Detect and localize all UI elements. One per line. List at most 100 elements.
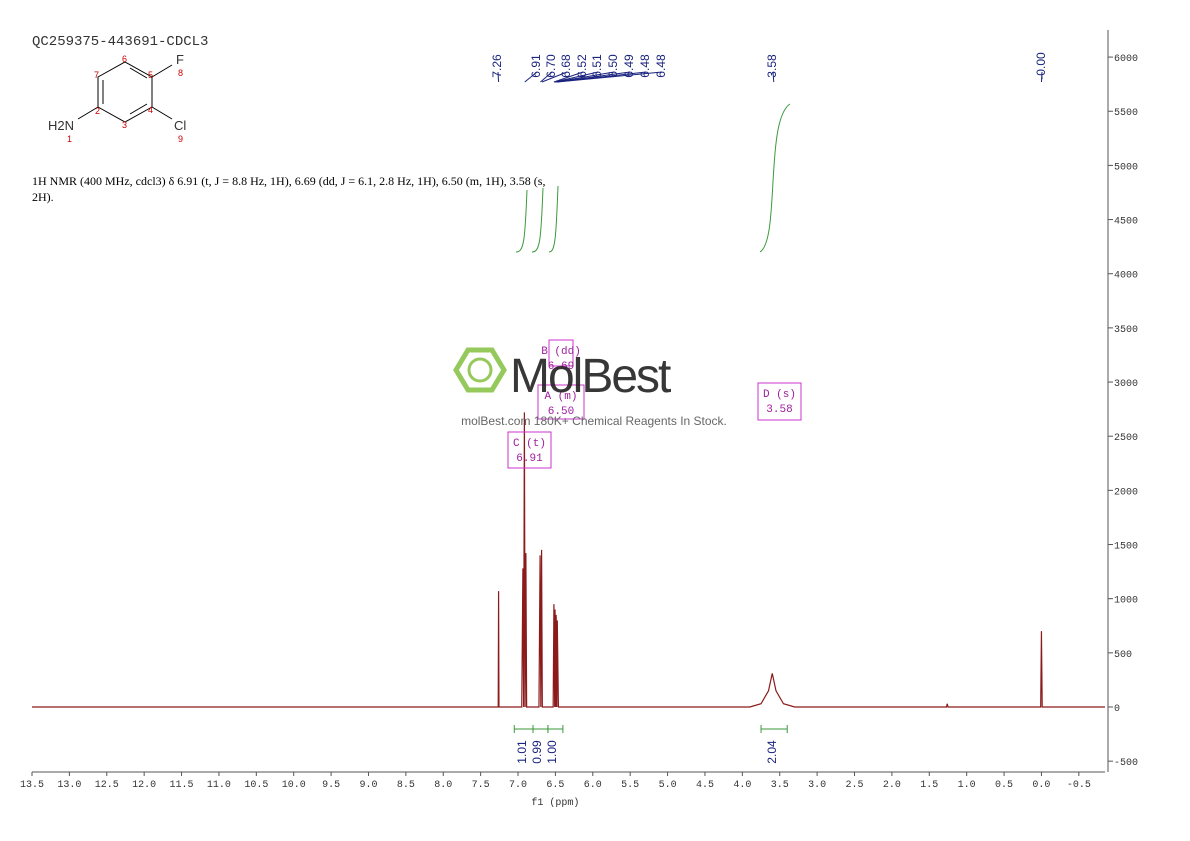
- annotation-label: D (s): [763, 389, 796, 401]
- atom-number: 6: [122, 54, 127, 64]
- y-tick-label: 1500: [1114, 542, 1138, 553]
- x-tick-label: 2.0: [883, 780, 901, 791]
- y-tick-label: 5000: [1114, 162, 1138, 173]
- ring: [97, 61, 153, 123]
- y-tick-label: 3000: [1114, 379, 1138, 390]
- peak-connector: [540, 71, 553, 83]
- integral-curve: [531, 187, 544, 253]
- peak-label: 6.91: [529, 54, 543, 78]
- peak-connector: [772, 71, 775, 83]
- x-tick-label: 1.5: [920, 780, 938, 791]
- bond: [151, 106, 173, 120]
- y-tick-label: 1000: [1114, 596, 1138, 607]
- integral-label: 1.00: [545, 740, 559, 764]
- peak-connector: [524, 71, 538, 83]
- peak-label: 6.48: [654, 54, 668, 78]
- x-tick-label: 7.0: [509, 780, 527, 791]
- x-tick-label: 3.5: [771, 780, 789, 791]
- annotation-label: A (m): [544, 391, 577, 403]
- peak-label: -0.00: [1034, 52, 1048, 80]
- x-tick-label: 9.5: [322, 780, 340, 791]
- watermark-brand: MolBest: [510, 350, 671, 403]
- x-tick-label: 0.0: [1032, 780, 1050, 791]
- y-tick-label: 500: [1114, 650, 1132, 661]
- integral-label: 2.04: [765, 740, 779, 764]
- peak-label: 6.51: [590, 54, 604, 78]
- annotation-value: 6.69: [548, 361, 574, 373]
- peak-label-group: 3.58: [765, 54, 779, 83]
- peak-label-group: 7.26: [490, 54, 504, 83]
- x-tick-label: 13.0: [57, 780, 81, 791]
- molecule: [77, 61, 173, 123]
- peak-label: 6.70: [544, 54, 558, 78]
- peak-label-group: 6.91: [524, 54, 543, 83]
- peak-label: 6.49: [622, 54, 636, 78]
- x-tick-label: 8.0: [434, 780, 452, 791]
- peak-label: 6.52: [575, 54, 589, 78]
- annotation-value: 6.50: [548, 406, 574, 418]
- x-tick-label: 13.5: [20, 780, 44, 791]
- x-tick-label: 5.5: [621, 780, 639, 791]
- y-tick-label: 4000: [1114, 271, 1138, 282]
- atom-number: 4: [148, 105, 153, 115]
- watermark-tagline: molBest.com 180K+ Chemical Reagents In S…: [461, 414, 727, 428]
- atom-number: 1: [67, 134, 72, 144]
- bond: [129, 67, 148, 79]
- peak-label-group: 6.68: [541, 54, 573, 83]
- x-tick-label: 3.0: [808, 780, 826, 791]
- annotation-box: [507, 431, 552, 469]
- x-tick-label: 4.0: [733, 780, 751, 791]
- peak-label: 3.58: [765, 54, 779, 78]
- bond: [151, 64, 173, 78]
- x-tick-label: 9.0: [359, 780, 377, 791]
- peak-label: 6.68: [559, 54, 573, 78]
- peak-label-group: 6.70: [540, 54, 558, 83]
- annotation-value: 3.58: [766, 404, 792, 416]
- x-axis-label: f1 (ppm): [531, 797, 579, 809]
- peak-connector: [554, 71, 599, 83]
- annotation-box: [537, 384, 585, 420]
- chart-title: QC259375-443691-CDCL3: [32, 34, 208, 50]
- x-tick-label: 10.0: [282, 780, 306, 791]
- x-tick-label: 12.0: [132, 780, 156, 791]
- peak-connector: [497, 71, 500, 83]
- integral-label: 0.99: [530, 740, 544, 764]
- description: 2H).: [32, 190, 54, 204]
- integral-curve: [548, 185, 559, 253]
- x-tick-label: 4.5: [696, 780, 714, 791]
- bond: [77, 106, 99, 120]
- integral-curves: [515, 103, 791, 253]
- peak-label-group: 6.52: [553, 54, 589, 83]
- annotation-box: [548, 339, 574, 367]
- integral-curve: [759, 103, 791, 253]
- peak-label: 6.50: [606, 54, 620, 78]
- x-tick-label: 6.0: [584, 780, 602, 791]
- x-tick-label: 7.5: [472, 780, 490, 791]
- x-tick-label: 6.5: [546, 780, 564, 791]
- bond: [129, 103, 148, 115]
- peak-label-group: -0.00: [1034, 52, 1048, 83]
- atom-label: H2N: [48, 118, 74, 133]
- peak-connector: [1040, 71, 1043, 83]
- annotation-value: 6.91: [516, 453, 543, 465]
- x-tick-label: 5.0: [659, 780, 677, 791]
- x-tick-label: 11.5: [170, 780, 194, 791]
- y-tick-label: 5500: [1114, 108, 1138, 119]
- y-tick-label: 6000: [1114, 54, 1138, 65]
- atom-number: 7: [94, 70, 99, 80]
- x-tick-label: 11.0: [207, 780, 231, 791]
- peak-label-group: 6.48: [556, 54, 668, 83]
- integral-curve: [515, 189, 528, 253]
- watermark-logo: [453, 347, 507, 393]
- y-tick-label: 2500: [1114, 433, 1138, 444]
- y-tick-label: 4500: [1114, 217, 1138, 228]
- x-tick-label: 1.0: [958, 780, 976, 791]
- x-tick-label: 8.5: [397, 780, 415, 791]
- annotation-label: B (dd): [541, 346, 581, 358]
- peak-connector: [541, 71, 568, 83]
- peak-connector: [553, 71, 584, 83]
- atom-number: 2: [95, 106, 100, 116]
- atom-number: 9: [178, 134, 183, 144]
- x-tick-label: 2.5: [846, 780, 864, 791]
- y-tick-label: -500: [1114, 758, 1138, 769]
